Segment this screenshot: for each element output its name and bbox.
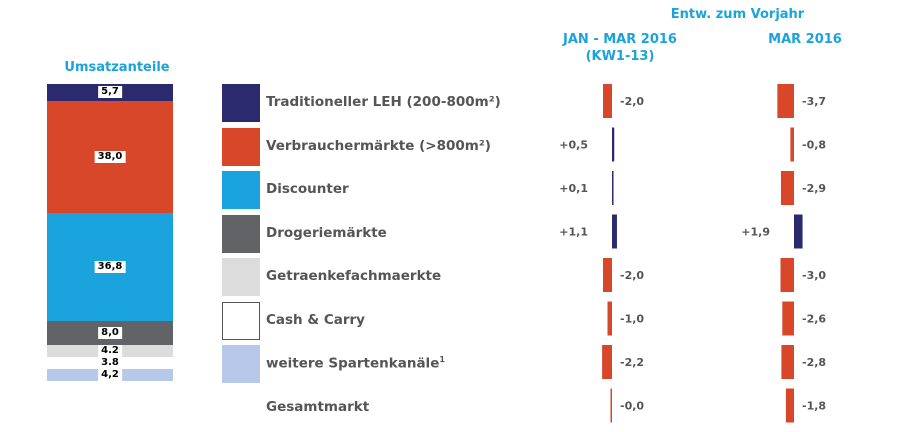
share-value-label: 3.8 (98, 356, 122, 369)
legend-swatch (222, 214, 260, 253)
change-bar (612, 127, 615, 162)
legend-swatch (222, 171, 260, 209)
change-bar (603, 258, 612, 292)
period-jan-mar-title: JAN - MAR 2016 (KW1-13) (563, 32, 677, 64)
change-value-label: +1,9 (741, 226, 770, 239)
change-value-label: +1,1 (559, 226, 588, 239)
change-bar (794, 214, 803, 249)
change-value-label: +0,5 (559, 139, 588, 152)
change-value-label: -2,2 (620, 356, 644, 369)
change-bar (610, 388, 612, 423)
share-value-label: 8,0 (98, 327, 122, 340)
legend-swatch (222, 127, 260, 166)
share-segment: 4.2 (47, 345, 173, 358)
legend-swatch (222, 84, 260, 122)
share-segment: 5,7 (47, 84, 173, 101)
change-value-label: -1,8 (802, 400, 826, 413)
change-bar (781, 345, 794, 379)
share-value-label: 4.2 (98, 345, 122, 358)
change-bar (780, 171, 794, 205)
share-segment: 38,0 (47, 100, 173, 213)
period-mar-title: MAR 2016 (768, 32, 842, 47)
legend-label: Traditioneller LEH (200-800m²) (266, 94, 501, 110)
share-value-label: 36,8 (94, 261, 126, 274)
share-segment: 8,0 (47, 321, 173, 346)
share-value-label: 38,0 (94, 150, 126, 163)
change-bar (777, 84, 794, 118)
legend-swatch (222, 345, 260, 383)
change-value-label: +0,1 (559, 182, 588, 195)
change-bar (612, 171, 614, 205)
change-value-label: -2,9 (802, 182, 826, 195)
legend-swatch (222, 258, 260, 296)
footnote-marker: 1 (439, 355, 445, 364)
change-bar (785, 388, 794, 423)
change-header: Entw. zum Vorjahr (670, 7, 805, 22)
legend-label: Verbrauchermärkte (>800m²) (266, 137, 491, 154)
legend-label: Gesamtmarkt (266, 398, 370, 415)
share-segment: 4,2 (47, 368, 173, 381)
share-value-label: 4,2 (98, 368, 122, 381)
legend-label: weitere Spartenkanäle1 (266, 355, 445, 372)
change-bar (603, 84, 612, 118)
legend-label: Discounter (266, 181, 349, 197)
change-value-label: -0,8 (802, 139, 826, 152)
legend-label: Drogeriemärkte (266, 224, 387, 241)
change-bar (790, 127, 794, 162)
share-segment: 36,8 (47, 212, 173, 322)
change-value-label: -2,6 (802, 313, 826, 326)
legend-label: Getraenkefachmaerkte (266, 268, 442, 284)
share-chart-title: Umsatzanteile (64, 60, 170, 75)
change-bar (782, 301, 794, 336)
share-value-label: 5,7 (98, 86, 122, 99)
change-bar (612, 214, 617, 249)
change-value-label: -2,0 (620, 95, 644, 108)
change-value-label: -2,0 (620, 269, 644, 282)
change-value-label: -3,7 (802, 95, 826, 108)
change-value-label: -1,0 (620, 313, 644, 326)
change-value-label: -3,0 (802, 269, 826, 282)
change-value-label: -2,8 (802, 356, 826, 369)
change-bar (780, 258, 794, 292)
change-bar (602, 345, 612, 379)
share-segment: 3.8 (47, 356, 173, 369)
legend-label: Cash & Carry (266, 311, 365, 328)
change-bar (607, 301, 612, 336)
change-value-label: -0,0 (620, 400, 644, 413)
legend-swatch (222, 301, 260, 340)
